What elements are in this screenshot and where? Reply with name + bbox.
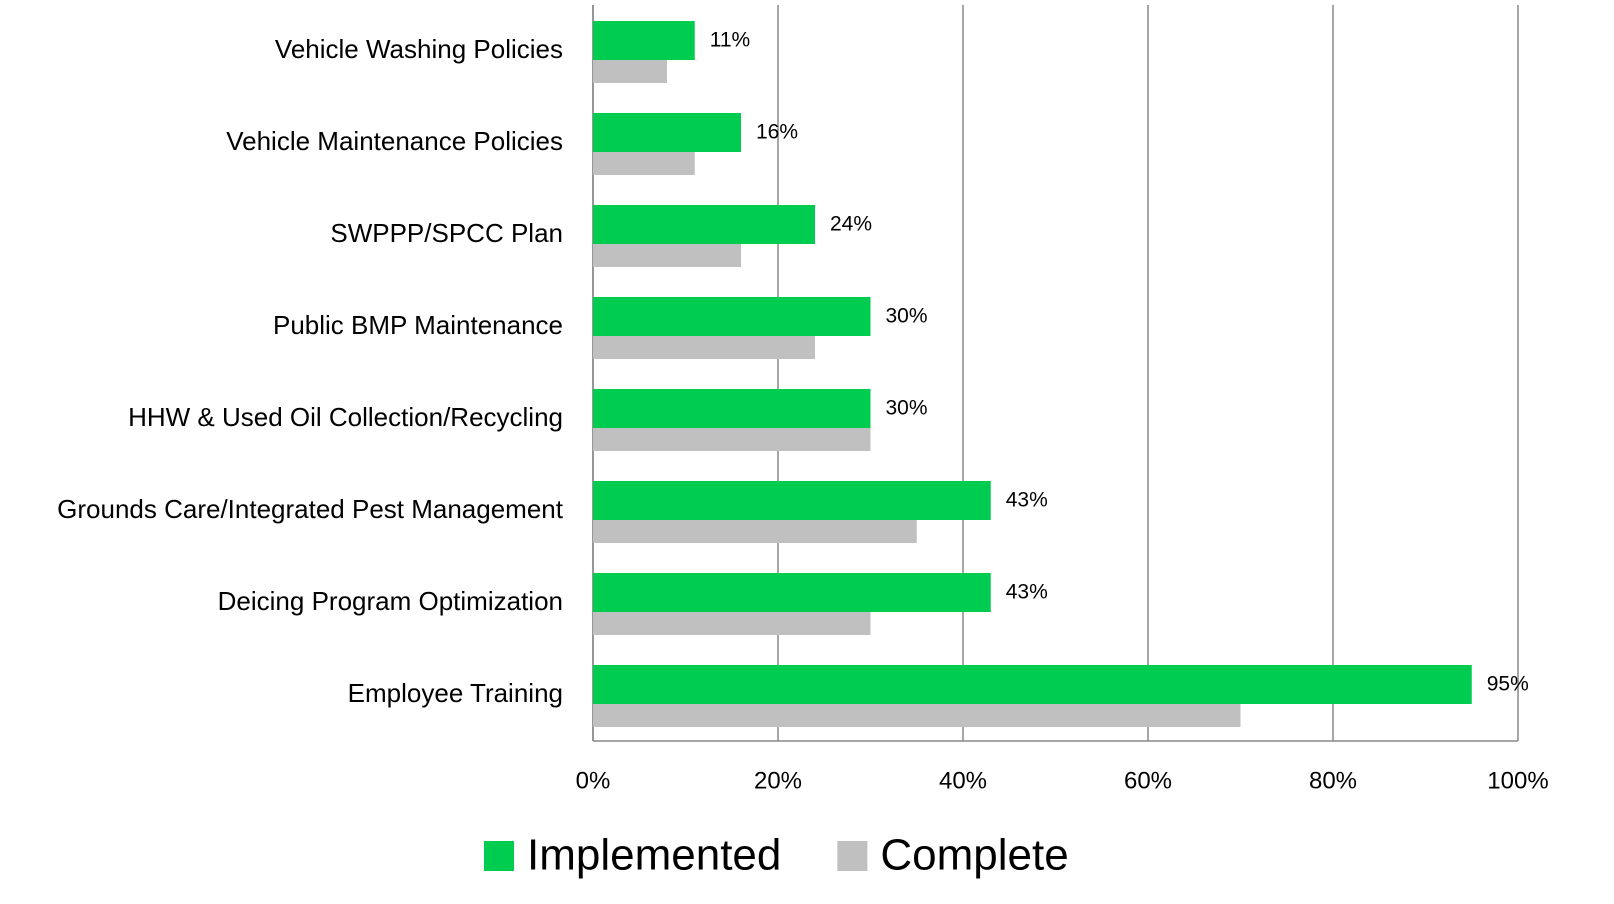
- x-tick-label: 0%: [576, 767, 611, 794]
- y-tick-label: Public BMP Maintenance: [273, 310, 563, 340]
- bar: [593, 205, 815, 244]
- data-label: 30%: [886, 397, 928, 420]
- bar: [593, 21, 695, 60]
- x-tick-label: 40%: [939, 767, 987, 794]
- y-tick-label: SWPPP/SPCC Plan: [330, 218, 563, 248]
- data-label: 30%: [886, 305, 928, 328]
- data-label: 16%: [756, 121, 798, 144]
- legend-label: Implemented: [527, 831, 781, 880]
- y-tick-label: Employee Training: [348, 678, 563, 708]
- data-label: 24%: [830, 213, 872, 236]
- bar: [593, 665, 1472, 704]
- bar: [593, 481, 991, 520]
- y-tick-label: Deicing Program Optimization: [218, 586, 563, 616]
- x-tick-label: 60%: [1124, 767, 1172, 794]
- data-label: 95%: [1487, 673, 1529, 696]
- bar: [593, 297, 871, 336]
- x-tick-label: 100%: [1487, 767, 1548, 794]
- y-tick-label: Vehicle Maintenance Policies: [226, 126, 563, 156]
- bar: [593, 113, 741, 152]
- bar: [593, 573, 991, 612]
- data-label: 43%: [1006, 581, 1048, 604]
- legend-swatch: [837, 841, 868, 871]
- y-tick-label: Grounds Care/Integrated Pest Management: [57, 494, 564, 524]
- x-tick-label: 20%: [754, 767, 802, 794]
- bar: [593, 389, 871, 428]
- x-tick-label: 80%: [1309, 767, 1357, 794]
- legend-label: Complete: [880, 831, 1068, 880]
- data-label: 43%: [1006, 489, 1048, 512]
- legend-swatch: [484, 841, 514, 871]
- data-label: 11%: [710, 29, 750, 52]
- y-tick-label: HHW & Used Oil Collection/Recycling: [128, 402, 563, 432]
- y-tick-label: Vehicle Washing Policies: [275, 34, 563, 64]
